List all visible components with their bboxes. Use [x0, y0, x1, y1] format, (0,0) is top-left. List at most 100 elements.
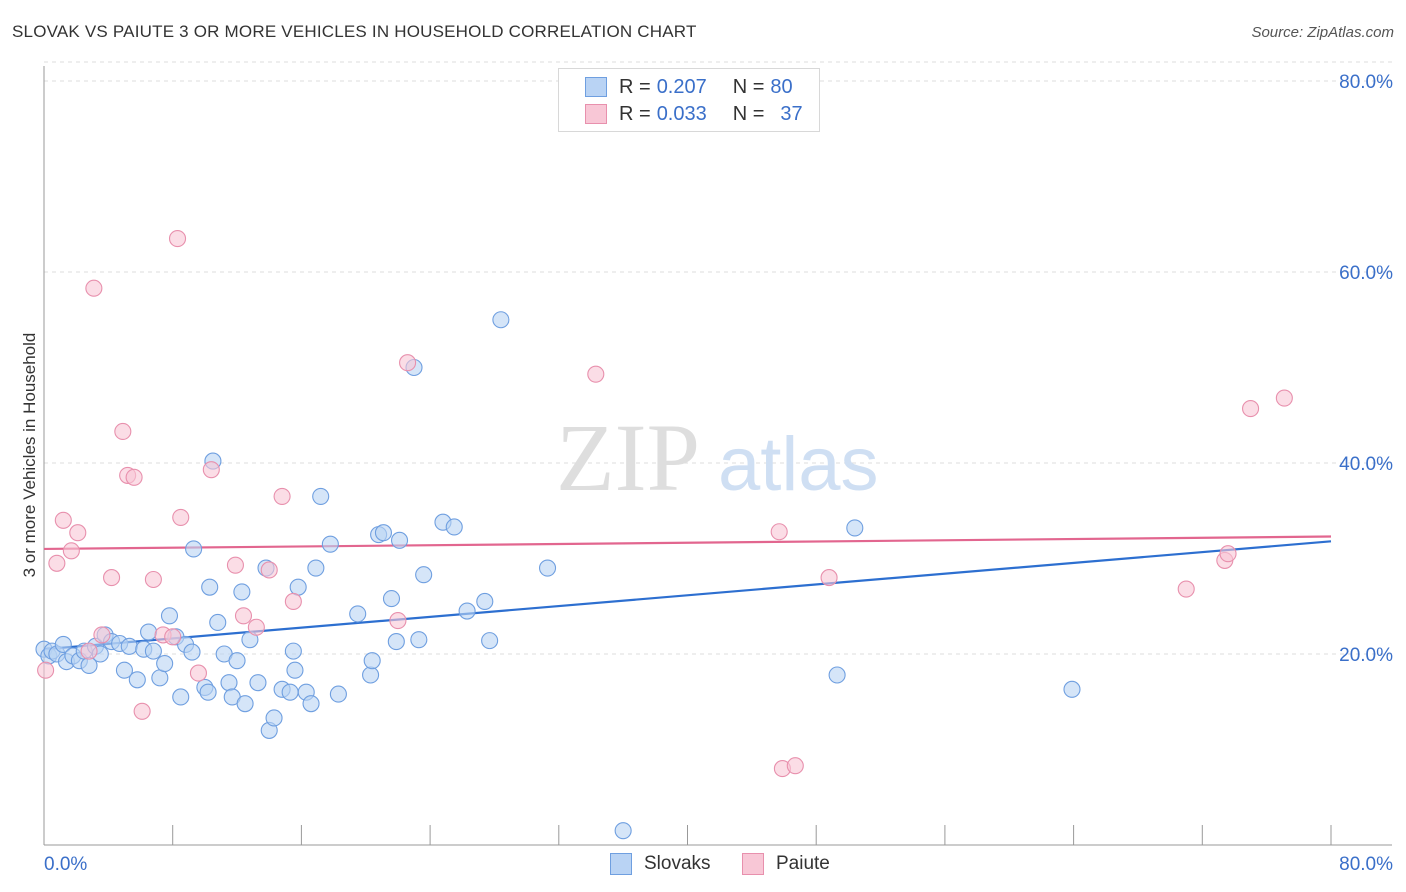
data-point-paiute — [103, 569, 121, 587]
data-point-paiute — [399, 354, 417, 372]
data-point-paiute — [1275, 389, 1293, 407]
data-point-paiute — [62, 542, 80, 560]
data-point-slovaks — [614, 822, 632, 840]
data-point-slovaks — [185, 540, 203, 558]
data-point-paiute — [260, 561, 278, 579]
bottom-legend-slovaks: Slovaks — [610, 852, 711, 876]
data-point-slovaks — [828, 666, 846, 684]
data-point-paiute — [1242, 400, 1260, 418]
legend-swatch-pink — [585, 104, 607, 124]
axes — [43, 66, 1392, 846]
data-point-slovaks — [220, 674, 238, 692]
data-point-slovaks — [410, 631, 428, 649]
data-point-slovaks — [228, 652, 246, 670]
data-point-paiute — [37, 661, 55, 679]
data-point-paiute — [144, 570, 162, 589]
x-tick-label: 0.0% — [44, 854, 87, 875]
data-point-paiute — [284, 592, 302, 611]
legend-swatch-blue — [585, 77, 607, 97]
data-point-slovaks — [128, 671, 146, 689]
legend-r-label: R = — [619, 75, 651, 98]
data-point-slovaks — [201, 578, 219, 596]
data-point-slovaks — [233, 583, 251, 601]
y-tick-label: 80.0% — [1339, 72, 1393, 93]
bottom-legend-label: Slovaks — [644, 853, 711, 874]
data-point-slovaks — [265, 709, 283, 727]
data-point-paiute — [226, 556, 244, 574]
data-point-slovaks — [183, 643, 201, 661]
data-point-paiute — [389, 612, 407, 630]
legend-n-label: N = — [732, 102, 765, 125]
data-point-slovaks — [476, 592, 494, 611]
data-point-paiute — [54, 511, 72, 529]
data-point-slovaks — [156, 654, 174, 673]
data-point-paiute — [85, 279, 103, 297]
data-point-slovaks — [415, 566, 433, 584]
source-label: Source: ZipAtlas.com — [1251, 24, 1394, 41]
data-point-slovaks — [151, 669, 169, 687]
data-point-slovaks — [390, 531, 409, 549]
legend: R = 0.207 N = 80 R = 0.033 N = 37 — [558, 68, 820, 132]
watermark-atlas: atlas — [718, 422, 879, 507]
legend-row-slovaks: R = 0.207 N = 80 — [585, 75, 793, 99]
data-point-paiute — [168, 230, 187, 248]
y-tick-label: 20.0% — [1339, 645, 1393, 666]
data-point-paiute — [80, 642, 98, 660]
data-point-paiute — [234, 607, 253, 625]
legend-r-label: R = — [619, 102, 651, 125]
bottom-legend-swatch-pink — [742, 853, 764, 875]
data-point-slovaks — [140, 623, 158, 641]
trend-line-paiute — [43, 535, 1332, 551]
data-point-slovaks — [249, 674, 267, 692]
data-point-slovaks — [374, 524, 392, 542]
watermark-zip: ZIP — [556, 404, 700, 511]
data-point-paiute — [93, 626, 111, 644]
data-point-paiute — [125, 468, 143, 486]
data-point-paiute — [69, 524, 87, 542]
data-point-paiute — [820, 569, 838, 587]
data-point-paiute — [164, 628, 182, 646]
y-axis-label: 3 or more Vehicles in Household — [20, 332, 39, 578]
data-point-paiute — [587, 365, 605, 383]
data-point-paiute — [202, 461, 220, 479]
data-point-paiute — [1177, 580, 1195, 598]
data-point-slovaks — [382, 590, 401, 608]
data-point-paiute — [770, 523, 788, 541]
data-point-slovaks — [236, 695, 254, 713]
legend-n-label: N = — [732, 75, 765, 98]
scatter-points — [35, 230, 1293, 840]
data-point-paiute — [172, 508, 190, 526]
x-tick-label: 80.0% — [1339, 854, 1393, 875]
data-point-slovaks — [538, 559, 557, 577]
data-point-slovaks — [846, 519, 864, 537]
data-point-slovaks — [363, 652, 381, 670]
data-point-slovaks — [321, 535, 339, 553]
data-point-slovaks — [387, 633, 405, 651]
legend-n-value: 80 — [770, 75, 793, 98]
data-point-slovaks — [492, 311, 510, 329]
data-point-slovaks — [329, 685, 347, 703]
data-point-paiute — [114, 422, 132, 441]
data-point-slovaks — [458, 602, 476, 620]
bottom-legend-paiute: Paiute — [742, 852, 830, 876]
legend-r-value: 0.033 — [656, 102, 707, 125]
data-point-slovaks — [281, 683, 299, 701]
chart-title: SLOVAK VS PAIUTE 3 OR MORE VEHICLES IN H… — [12, 22, 697, 41]
watermark: ZIP atlas — [556, 404, 879, 511]
data-point-paiute — [786, 757, 804, 775]
data-point-paiute — [247, 618, 265, 636]
data-point-slovaks — [312, 487, 330, 505]
data-point-paiute — [48, 554, 66, 572]
data-point-slovaks — [481, 632, 499, 650]
data-point-slovaks — [120, 637, 138, 655]
data-point-paiute — [273, 487, 291, 505]
grid-lines — [44, 61, 1392, 655]
data-point-slovaks — [445, 518, 463, 536]
data-point-slovaks — [362, 666, 380, 684]
data-point-slovaks — [144, 642, 162, 660]
data-point-slovaks — [349, 605, 367, 623]
data-point-slovaks — [209, 613, 227, 632]
data-point-slovaks — [54, 635, 72, 654]
data-point-slovaks — [199, 683, 217, 701]
